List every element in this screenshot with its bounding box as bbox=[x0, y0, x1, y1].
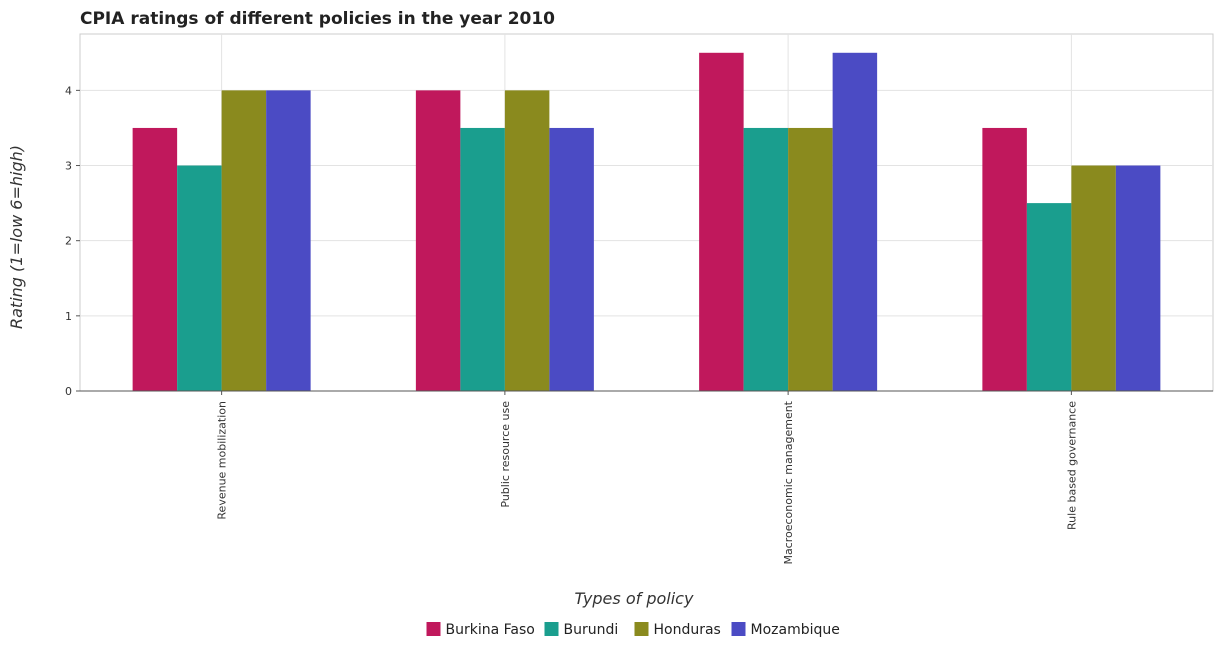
y-axis-ticks: 0 1 2 3 4 bbox=[65, 84, 80, 398]
bar-burkina-faso bbox=[982, 127, 1027, 392]
bar-burundi bbox=[743, 127, 789, 392]
bar-burkina-faso bbox=[699, 52, 744, 391]
x-tick-label: Revenue mobilization bbox=[216, 401, 229, 520]
bar-mozambique bbox=[832, 52, 878, 391]
x-tick-label: Rule based governance bbox=[1065, 401, 1078, 530]
bar-honduras bbox=[1071, 165, 1116, 391]
bar-burkina-faso bbox=[132, 127, 178, 392]
x-axis-ticks: Revenue mobilization Public resource use M… bbox=[80, 390, 1213, 565]
bar-mozambique bbox=[549, 127, 594, 392]
legend-swatch bbox=[426, 622, 441, 636]
bar-honduras bbox=[788, 127, 833, 392]
legend-label: Burkina Faso bbox=[446, 622, 535, 638]
y-tick-label: 3 bbox=[65, 160, 72, 173]
bar-honduras bbox=[504, 90, 550, 392]
x-tick-label: Macroeconomic management bbox=[782, 400, 795, 564]
bar-burundi bbox=[1026, 203, 1072, 391]
bar-mozambique bbox=[266, 90, 311, 392]
legend-label: Mozambique bbox=[751, 622, 840, 638]
bar-burkina-faso bbox=[415, 90, 461, 392]
legend-swatch bbox=[544, 622, 559, 636]
y-tick-label: 2 bbox=[65, 235, 72, 248]
y-tick-label: 4 bbox=[65, 84, 72, 97]
legend-label: Honduras bbox=[654, 622, 721, 638]
x-axis-label: Types of policy bbox=[575, 589, 694, 608]
bar-burundi bbox=[177, 165, 222, 391]
y-axis-label: Rating (1=low 6=high) bbox=[7, 145, 26, 329]
y-tick-label: 1 bbox=[65, 310, 72, 323]
bar-honduras bbox=[221, 90, 267, 392]
legend: Burkina Faso Burundi Honduras Mozambique bbox=[426, 622, 840, 638]
legend-swatch bbox=[634, 622, 649, 636]
legend-swatch bbox=[731, 622, 746, 636]
y-tick-label: 0 bbox=[65, 385, 72, 398]
bar-mozambique bbox=[1115, 165, 1161, 391]
bars bbox=[132, 52, 1161, 392]
legend-label: Burundi bbox=[564, 622, 619, 638]
chart-title: CPIA ratings of different policies in th… bbox=[80, 9, 555, 29]
bar-burundi bbox=[460, 127, 505, 392]
x-tick-label: Public resource use bbox=[499, 401, 512, 508]
